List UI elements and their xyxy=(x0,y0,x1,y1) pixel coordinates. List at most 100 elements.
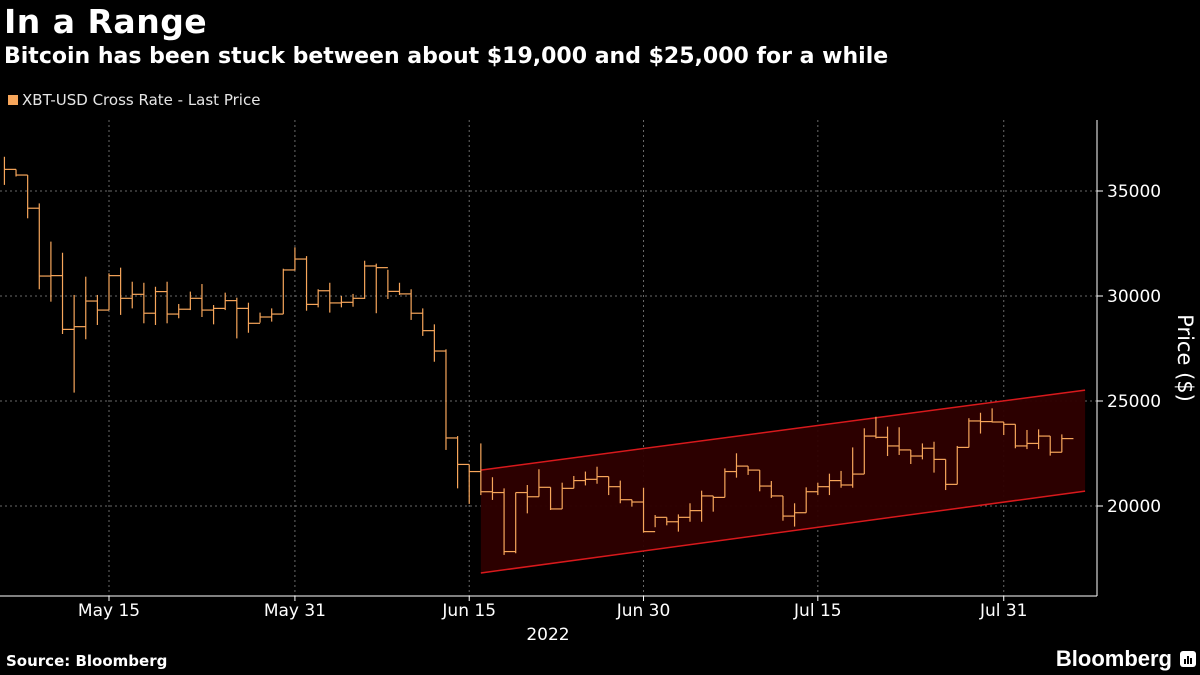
price-bar xyxy=(921,443,935,460)
price-bar xyxy=(201,284,214,317)
price-bar xyxy=(817,482,830,496)
price-bar xyxy=(515,491,528,554)
price-bar xyxy=(410,289,423,320)
price-bar xyxy=(898,427,911,455)
price-bar xyxy=(863,428,876,475)
price-bar xyxy=(619,480,632,504)
range-channel xyxy=(480,389,1086,574)
price-bar xyxy=(120,267,133,315)
x-tick-label: Jul 15 xyxy=(793,601,842,621)
price-bar xyxy=(61,252,75,335)
x-tick-label: Jun 30 xyxy=(616,601,671,621)
price-bar xyxy=(340,296,354,308)
channel-upper-line xyxy=(480,389,1086,471)
price-bar xyxy=(1037,429,1051,450)
price-bar xyxy=(910,449,923,464)
price-bar xyxy=(526,485,539,514)
x-tick-label: May 31 xyxy=(264,601,326,621)
price-bar xyxy=(677,514,690,532)
price-bar xyxy=(991,408,1004,423)
price-bar xyxy=(1026,429,1039,450)
price-bar xyxy=(108,273,121,311)
x-tick-label: Jun 15 xyxy=(441,601,496,621)
price-bar xyxy=(422,308,435,336)
price-bar xyxy=(968,418,981,448)
price-bar xyxy=(131,281,144,309)
price-bar xyxy=(294,247,307,271)
price-bar xyxy=(538,469,551,497)
price-bar xyxy=(73,294,86,393)
price-bar xyxy=(317,289,330,308)
y-tick-label: 30000 xyxy=(1107,287,1161,307)
chart-title: In a Range xyxy=(4,2,208,41)
legend-label: XBT-USD Cross Rate - Last Price xyxy=(22,91,261,109)
price-bar xyxy=(236,297,249,339)
price-bar xyxy=(759,470,772,492)
price-bar xyxy=(933,441,946,473)
price-bar xyxy=(828,473,842,496)
y-tick-label: 20000 xyxy=(1107,497,1161,517)
price-bar xyxy=(27,175,40,219)
price-bar xyxy=(596,466,609,484)
price-bar xyxy=(642,487,656,533)
price-bar xyxy=(329,282,342,313)
price-bar xyxy=(770,481,783,499)
price-bar xyxy=(584,471,598,486)
price-bar xyxy=(247,302,261,333)
price-bar xyxy=(38,203,51,290)
y-axis-label: Price ($) xyxy=(1173,314,1197,402)
price-bar xyxy=(689,503,702,522)
source-note: Source: Bloomberg xyxy=(6,652,168,670)
price-bar xyxy=(503,488,516,555)
price-bar xyxy=(178,303,191,319)
price-bar xyxy=(852,447,865,488)
price-bar xyxy=(282,268,295,315)
axes: 20000 25000 30000 35000 May 15 May 31 Jun 15 Ju… xyxy=(0,120,1197,645)
price-bar xyxy=(735,453,749,478)
price-bar xyxy=(212,305,226,325)
price-bar xyxy=(166,281,179,324)
price-bar xyxy=(1014,424,1027,449)
price-bar xyxy=(154,286,168,325)
x-tick-label: Jul 31 xyxy=(979,601,1028,621)
price-bar xyxy=(1061,434,1074,453)
price-bar xyxy=(549,487,563,510)
price-bars xyxy=(3,156,1074,555)
price-bar xyxy=(143,282,156,324)
price-bar xyxy=(224,292,237,311)
price-bar xyxy=(352,293,365,307)
price-bar xyxy=(96,294,109,325)
price-bar xyxy=(50,241,63,302)
price-bar xyxy=(654,515,667,528)
price-bar xyxy=(1003,422,1016,436)
price-bar xyxy=(945,459,958,491)
price-bar xyxy=(85,276,98,340)
price-bar xyxy=(468,464,481,504)
price-bar xyxy=(608,476,621,496)
price-bar xyxy=(364,260,377,299)
legend-swatch xyxy=(8,95,18,105)
price-bar xyxy=(387,269,400,299)
price-bar xyxy=(840,470,853,488)
price-bar xyxy=(259,312,272,323)
price-bar xyxy=(3,156,17,185)
price-bar xyxy=(979,412,993,434)
price-bar xyxy=(305,256,319,311)
price-bar xyxy=(375,263,388,314)
price-bar xyxy=(712,495,725,512)
price-bar xyxy=(875,416,888,439)
price-bar xyxy=(805,487,818,513)
price-bar xyxy=(189,291,202,311)
price-bar xyxy=(886,426,900,457)
price-bar xyxy=(271,308,284,322)
logo-text: Bloomberg xyxy=(1055,646,1172,671)
price-bar xyxy=(782,495,795,521)
price-bar xyxy=(433,324,446,362)
x-tick-label: May 15 xyxy=(78,601,140,621)
price-bar xyxy=(747,466,760,475)
price-bar xyxy=(1049,436,1062,456)
price-bar xyxy=(15,169,28,177)
price-bar xyxy=(666,517,679,526)
channel-fill xyxy=(480,390,1086,573)
